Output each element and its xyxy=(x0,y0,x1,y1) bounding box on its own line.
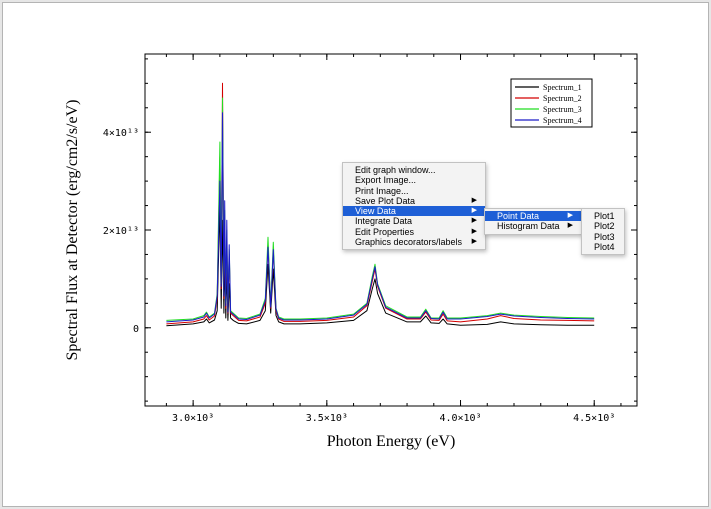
x-axis-label: Photon Energy (eV) xyxy=(327,433,456,450)
menu-item-label: Save Plot Data xyxy=(355,195,416,206)
series-layer xyxy=(166,82,595,327)
y-tick-label: 0 xyxy=(133,324,139,335)
menu-item-label: Point Data xyxy=(497,211,540,221)
y-axis-ticks: 0 2×10¹³ 4×10¹³ xyxy=(103,58,637,402)
submenu-arrow-icon: ▶ xyxy=(471,227,477,235)
submenu-arrow-icon: ▶ xyxy=(471,207,477,215)
menu-item-label: Graphics decorators/labels xyxy=(355,237,463,248)
plot-item-plot4[interactable]: Plot4 xyxy=(582,242,624,252)
menu-item-label: Export Image... xyxy=(355,175,417,186)
legend-label-1: Spectrum_1 xyxy=(543,83,582,92)
menu-item-view-data[interactable]: View Data ▶ xyxy=(343,206,485,217)
menu-item-save-plot-data[interactable]: Save Plot Data ▶ xyxy=(343,196,485,206)
x-tick-label: 3.0×10³ xyxy=(172,413,214,424)
y-axis-label: Spectral Flux at Detector (erg/cm2/s/eV) xyxy=(64,100,81,361)
y-tick-label: 2×10¹³ xyxy=(103,226,139,237)
submenu-arrow-icon: ▶ xyxy=(471,196,477,204)
menu-item-export-image[interactable]: Export Image... xyxy=(343,175,485,185)
legend-label-2: Spectrum_2 xyxy=(543,94,582,103)
menu-item-label: Plot3 xyxy=(594,231,615,242)
series-line-1 xyxy=(166,205,595,327)
submenu-item-histogram-data[interactable]: Histogram Data ▶ xyxy=(485,221,581,231)
menu-item-graphics-decorators-labels[interactable]: Graphics decorators/labels ▶ xyxy=(343,237,485,247)
submenu-arrow-icon: ▶ xyxy=(567,212,573,219)
menu-item-print-image[interactable]: Print Image... xyxy=(343,186,485,196)
submenu-arrow-icon: ▶ xyxy=(567,222,573,230)
x-tick-label: 4.5×10³ xyxy=(573,413,615,424)
menu-item-label: Print Image... xyxy=(355,185,409,196)
legend-label-3: Spectrum_3 xyxy=(543,105,582,114)
plot-item-plot1[interactable]: Plot1 xyxy=(582,211,624,221)
plot-item-plot2[interactable]: Plot2 xyxy=(582,221,624,231)
context-menu: Edit graph window... Export Image... Print… xyxy=(342,162,486,251)
menu-item-edit-graph-window[interactable]: Edit graph window... xyxy=(343,165,485,175)
menu-item-label: Plot1 xyxy=(594,211,615,221)
menu-item-label: Histogram Data xyxy=(497,221,560,232)
menu-item-integrate-data[interactable]: Integrate Data ▶ xyxy=(343,216,485,226)
menu-item-edit-properties[interactable]: Edit Properties ▶ xyxy=(343,227,485,237)
menu-item-label: Integrate Data xyxy=(355,216,413,227)
submenu-arrow-icon: ▶ xyxy=(471,238,477,246)
menu-item-label: Edit graph window... xyxy=(355,165,436,175)
point-data-submenu: Plot1 Plot2 Plot3 Plot4 xyxy=(581,208,625,256)
y-tick-label: 4×10¹³ xyxy=(103,128,139,139)
submenu-arrow-icon: ▶ xyxy=(471,217,477,225)
plot-item-plot3[interactable]: Plot3 xyxy=(582,232,624,242)
menu-item-label: Plot2 xyxy=(594,221,615,232)
chart-legend: Spectrum_1 Spectrum_2 Spectrum_3 Spectrum_4 xyxy=(510,78,593,128)
menu-item-label: View Data xyxy=(355,206,396,217)
submenu-item-point-data[interactable]: Point Data ▶ xyxy=(485,211,581,222)
x-tick-label: 3.5×10³ xyxy=(306,413,348,424)
series-line-4 xyxy=(166,112,595,323)
menu-item-label: Plot4 xyxy=(594,241,615,252)
x-axis-ticks: 3.0×10³ 3.5×10³ 4.0×10³ 4.5×10³ xyxy=(165,54,622,424)
legend-label-4: Spectrum_4 xyxy=(543,116,582,125)
view-data-submenu: Point Data ▶ Histogram Data ▶ xyxy=(484,208,582,235)
x-tick-label: 4.0×10³ xyxy=(439,413,481,424)
menu-item-label: Edit Properties xyxy=(355,226,415,237)
